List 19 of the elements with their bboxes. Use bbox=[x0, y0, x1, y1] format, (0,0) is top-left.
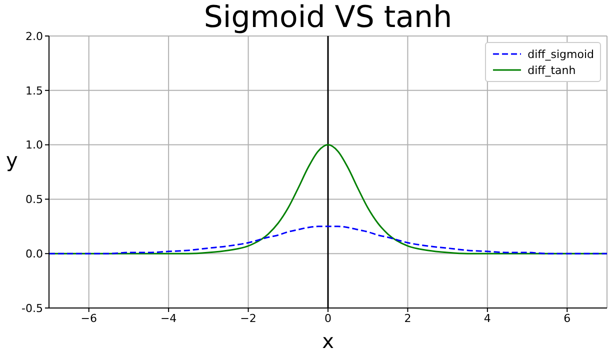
x-tick-label: 4 bbox=[484, 312, 491, 325]
y-tick-label: 2.0 bbox=[26, 30, 43, 43]
y-tick-label: -0.5 bbox=[22, 302, 43, 315]
y-axis-title: y bbox=[6, 148, 18, 172]
x-tick-label: −2 bbox=[240, 312, 256, 325]
x-tick-label: 0 bbox=[324, 312, 332, 325]
chart-title: Sigmoid VS tanh bbox=[202, 0, 454, 36]
y-tick-label: 0.0 bbox=[26, 248, 43, 261]
legend-label: diff_tanh bbox=[528, 64, 576, 76]
x-axis-title: x bbox=[321, 329, 335, 353]
x-tick-label: −4 bbox=[160, 312, 177, 325]
y-tick-label: 1.5 bbox=[26, 84, 43, 98]
x-tick-label: 6 bbox=[564, 312, 571, 325]
legend-label: diff_sigmoid bbox=[528, 48, 594, 60]
x-tick-label: −6 bbox=[80, 312, 97, 325]
y-tick-label: 0.5 bbox=[26, 193, 43, 206]
y-tick-label: 1.0 bbox=[26, 138, 43, 152]
x-tick-label: 2 bbox=[404, 312, 412, 325]
line-series bbox=[49, 226, 607, 254]
